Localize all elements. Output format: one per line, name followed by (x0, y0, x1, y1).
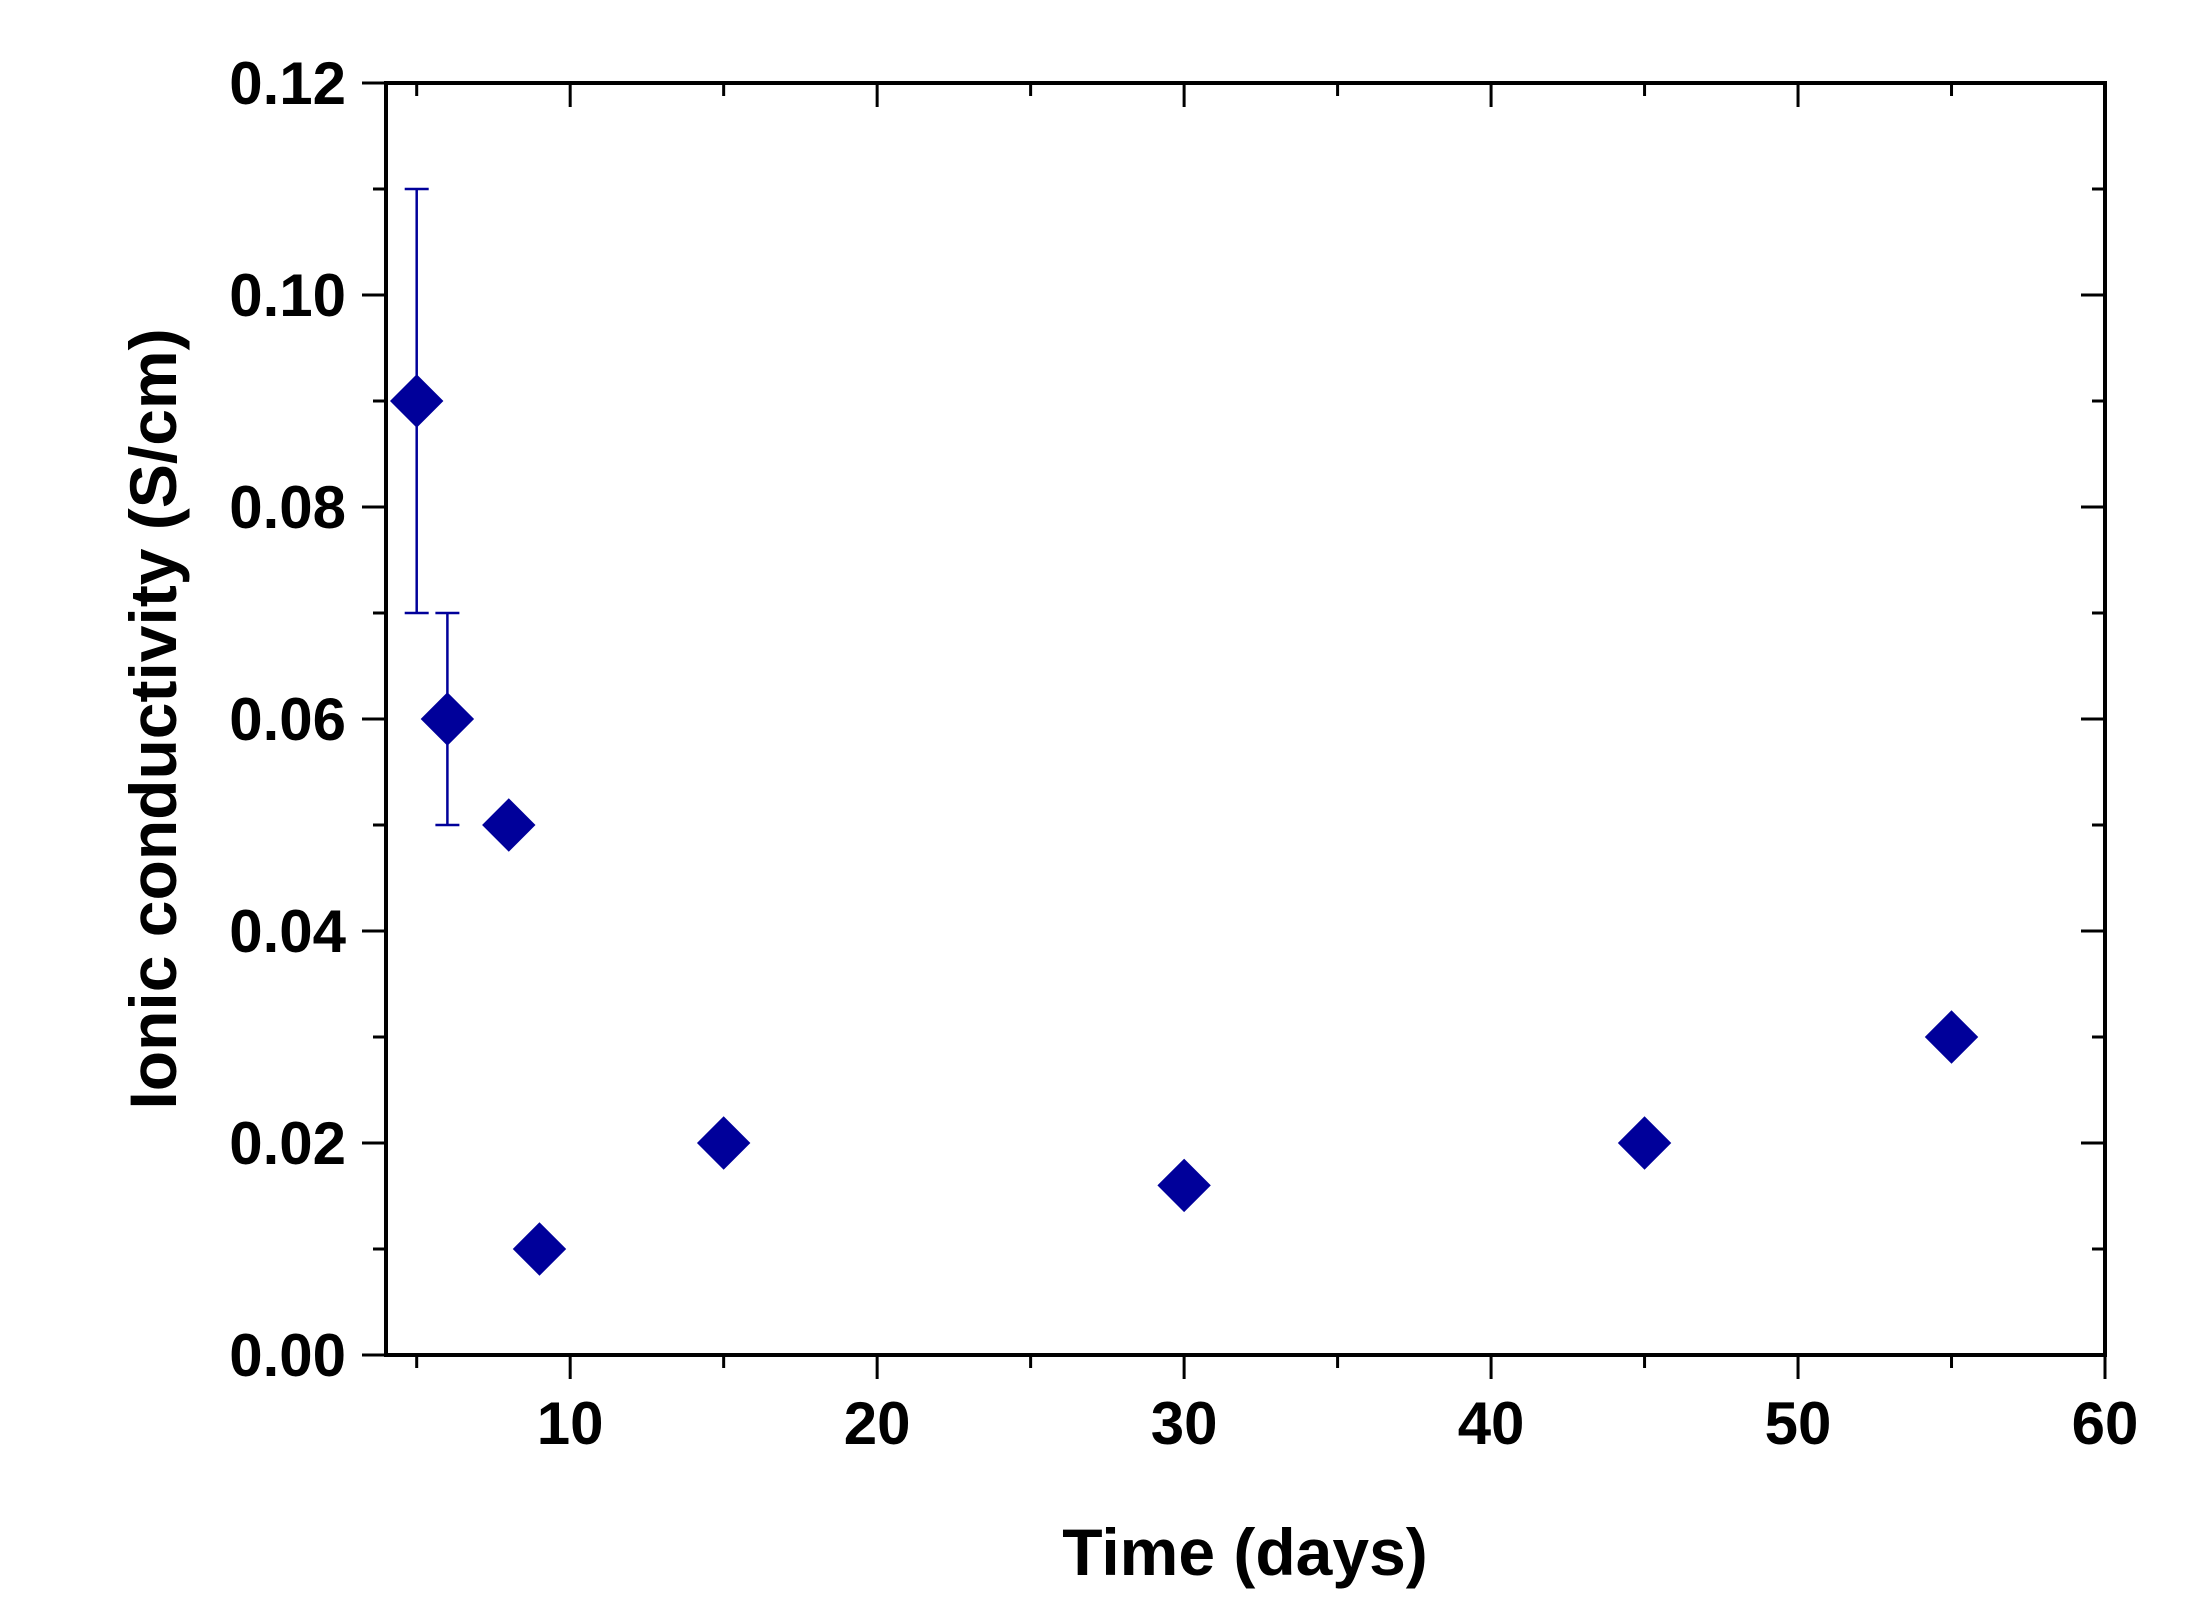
data-point (420, 692, 475, 746)
x-tick-label: 20 (844, 1390, 911, 1457)
y-tick-label: 0.02 (229, 1110, 346, 1177)
y-tick-label: 0.06 (229, 686, 346, 753)
data-point (512, 1222, 567, 1276)
x-tick-label: 40 (1458, 1390, 1525, 1457)
x-tick-label: 50 (1765, 1390, 1832, 1457)
data-point (1617, 1116, 1672, 1170)
y-tick-label: 0.08 (229, 474, 346, 541)
y-tick-label: 0.10 (229, 262, 346, 329)
x-tick-label: 60 (2072, 1390, 2139, 1457)
plot-frame (384, 81, 2107, 1357)
data-point (1924, 1010, 1979, 1064)
data-point (389, 374, 444, 428)
data-point (696, 1116, 751, 1170)
x-axis-label: Time (days) (1062, 1515, 1428, 1589)
data-point (1157, 1158, 1211, 1213)
data-point (482, 798, 536, 852)
x-tick-label: 10 (537, 1390, 604, 1457)
axis-ticks (362, 81, 2107, 1379)
y-axis-label: Ionic conductivity (S/cm) (116, 328, 190, 1109)
y-tick-label: 0.00 (229, 1322, 346, 1389)
y-tick-label: 0.04 (229, 898, 346, 965)
x-tick-label: 30 (1151, 1390, 1218, 1457)
axis-tick-labels: 10 20 30 40 50 60 0.00 0.02 0.04 0.06 0.08 0.10 0.12 (229, 50, 2138, 1457)
data-points (389, 374, 1979, 1276)
y-tick-label: 0.12 (229, 50, 346, 117)
